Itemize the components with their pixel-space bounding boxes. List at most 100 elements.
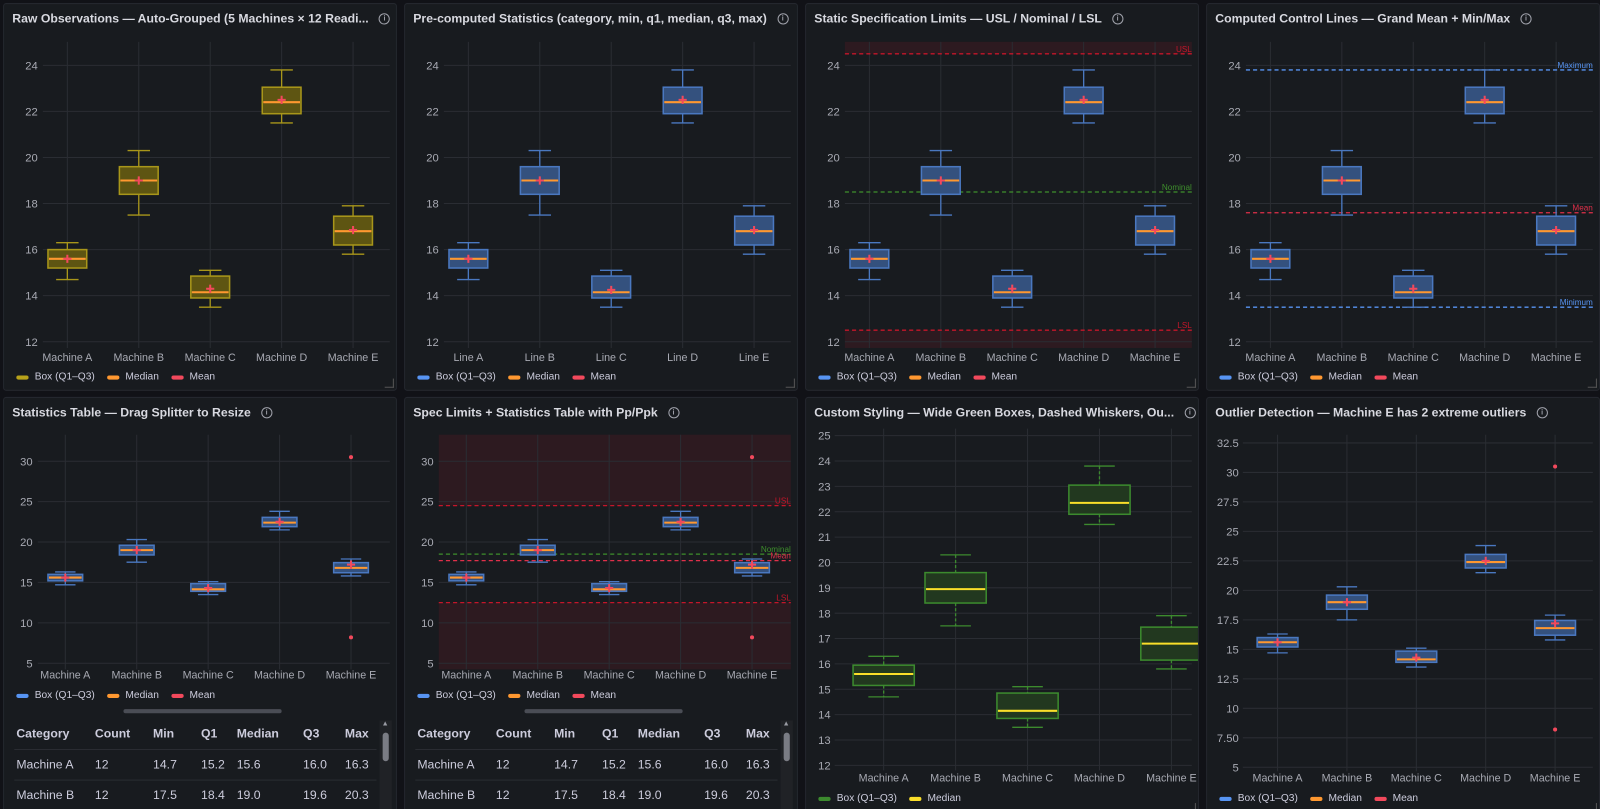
box-line-b[interactable] xyxy=(519,149,560,216)
info-icon[interactable]: i xyxy=(261,406,273,418)
resize-handle-icon[interactable] xyxy=(1588,803,1597,809)
box-machine-b[interactable] xyxy=(1325,586,1369,621)
legend-item[interactable]: Median xyxy=(1310,371,1362,383)
column-header[interactable]: Q1 xyxy=(201,726,218,741)
column-header[interactable]: Q1 xyxy=(602,726,619,741)
box-machine-c[interactable] xyxy=(1395,647,1438,668)
legend-item[interactable]: Median xyxy=(909,793,961,804)
info-icon[interactable]: i xyxy=(667,406,680,418)
legend-item[interactable]: Median xyxy=(107,371,159,383)
box-machine-a[interactable] xyxy=(1250,242,1291,281)
column-header[interactable]: Max xyxy=(745,726,770,741)
resize-handle-icon[interactable] xyxy=(1587,378,1597,388)
legend-item[interactable]: Median xyxy=(1310,793,1362,804)
legend-item[interactable]: Median xyxy=(909,371,961,383)
box-machine-d[interactable] xyxy=(1464,69,1505,124)
box-machine-b[interactable] xyxy=(118,538,155,563)
box-machine-a[interactable] xyxy=(47,242,88,281)
table-scrollbar[interactable]: ▲▼ xyxy=(780,720,793,809)
outlier-point[interactable] xyxy=(348,455,354,460)
box-machine-c[interactable] xyxy=(190,269,231,308)
box-machine-b[interactable] xyxy=(920,149,961,216)
box-machine-d[interactable] xyxy=(1464,544,1507,574)
legend-item[interactable]: Box (Q1–Q3) xyxy=(417,690,496,701)
info-icon[interactable]: i xyxy=(378,12,391,24)
box-machine-e[interactable] xyxy=(1535,205,1577,255)
legend-item[interactable]: Mean xyxy=(572,690,616,701)
outlier-point[interactable] xyxy=(1553,464,1558,469)
scrollbar-thumb[interactable] xyxy=(382,732,389,762)
box-machine-a[interactable] xyxy=(849,242,890,281)
box-machine-b[interactable] xyxy=(924,554,987,627)
legend-item[interactable]: Mean xyxy=(572,371,616,383)
scroll-up-icon[interactable]: ▲ xyxy=(381,720,389,728)
resize-handle-icon[interactable] xyxy=(1186,378,1196,388)
column-header[interactable]: Median xyxy=(637,726,680,741)
info-icon[interactable]: i xyxy=(1112,12,1124,24)
legend-item[interactable]: Mean xyxy=(171,371,215,383)
legend-item[interactable]: Median xyxy=(508,371,560,383)
column-header[interactable]: Category xyxy=(417,726,471,741)
legend-item[interactable]: Median xyxy=(107,690,159,701)
box-machine-e[interactable] xyxy=(1140,615,1199,670)
info-icon[interactable]: i xyxy=(1536,406,1548,418)
legend-item[interactable]: Box (Q1–Q3) xyxy=(818,793,897,804)
outlier-point[interactable] xyxy=(749,455,755,460)
box-line-d[interactable] xyxy=(662,69,703,124)
scroll-up-icon[interactable]: ▲ xyxy=(782,720,790,728)
legend-item[interactable]: Box (Q1–Q3) xyxy=(16,371,95,383)
column-header[interactable]: Count xyxy=(495,726,532,741)
box-line-e[interactable] xyxy=(733,205,775,255)
box-machine-e[interactable] xyxy=(733,455,771,640)
box-machine-b[interactable] xyxy=(118,149,159,216)
box-machine-c[interactable] xyxy=(190,580,227,596)
box-machine-e[interactable] xyxy=(332,455,370,640)
outlier-point[interactable] xyxy=(1553,727,1558,732)
resize-handle-icon[interactable] xyxy=(384,378,394,388)
box-machine-e[interactable] xyxy=(332,205,374,255)
column-header[interactable]: Median xyxy=(236,726,279,741)
column-header[interactable]: Min xyxy=(554,726,576,741)
box-machine-c[interactable] xyxy=(591,580,628,596)
box-machine-d[interactable] xyxy=(261,69,302,124)
box-machine-e[interactable] xyxy=(1533,464,1577,732)
legend-item[interactable]: Mean xyxy=(1374,793,1418,804)
splitter-handle[interactable] xyxy=(123,709,282,714)
box-machine-b[interactable] xyxy=(519,538,556,563)
box-machine-d[interactable] xyxy=(261,510,298,531)
box-machine-c[interactable] xyxy=(1393,269,1434,308)
legend-item[interactable]: Mean xyxy=(171,690,215,701)
table-scrollbar[interactable]: ▲▼ xyxy=(379,720,392,809)
box-machine-a[interactable] xyxy=(448,571,485,586)
box-machine-c[interactable] xyxy=(992,269,1033,308)
column-header[interactable]: Max xyxy=(344,726,369,741)
box-machine-a[interactable] xyxy=(1256,633,1299,654)
box-machine-d[interactable] xyxy=(1068,465,1131,526)
column-header[interactable]: Category xyxy=(16,726,70,741)
outlier-point[interactable] xyxy=(749,635,755,640)
info-icon[interactable]: i xyxy=(777,12,789,24)
legend-item[interactable]: Box (Q1–Q3) xyxy=(417,371,496,383)
info-icon[interactable]: i xyxy=(1520,12,1532,24)
box-machine-a[interactable] xyxy=(852,655,916,698)
info-icon[interactable]: i xyxy=(1184,406,1196,418)
legend-item[interactable]: Mean xyxy=(1374,371,1418,383)
column-header[interactable]: Q3 xyxy=(704,726,721,741)
legend-item[interactable]: Box (Q1–Q3) xyxy=(1219,793,1298,804)
box-machine-d[interactable] xyxy=(1063,69,1104,124)
splitter-handle[interactable] xyxy=(524,709,683,714)
legend-item[interactable]: Box (Q1–Q3) xyxy=(1219,371,1298,383)
legend-item[interactable]: Box (Q1–Q3) xyxy=(16,690,95,701)
box-line-a[interactable] xyxy=(448,242,489,281)
column-header[interactable]: Count xyxy=(94,726,131,741)
box-machine-d[interactable] xyxy=(662,510,699,531)
legend-item[interactable]: Mean xyxy=(973,371,1017,383)
resize-handle-icon[interactable] xyxy=(1187,803,1196,809)
column-header[interactable]: Q3 xyxy=(303,726,320,741)
legend-item[interactable]: Box (Q1–Q3) xyxy=(818,371,897,383)
resize-handle-icon[interactable] xyxy=(785,378,795,388)
box-machine-b[interactable] xyxy=(1321,149,1362,216)
box-machine-e[interactable] xyxy=(1134,205,1176,255)
legend-item[interactable]: Median xyxy=(508,690,560,701)
outlier-point[interactable] xyxy=(348,635,354,640)
